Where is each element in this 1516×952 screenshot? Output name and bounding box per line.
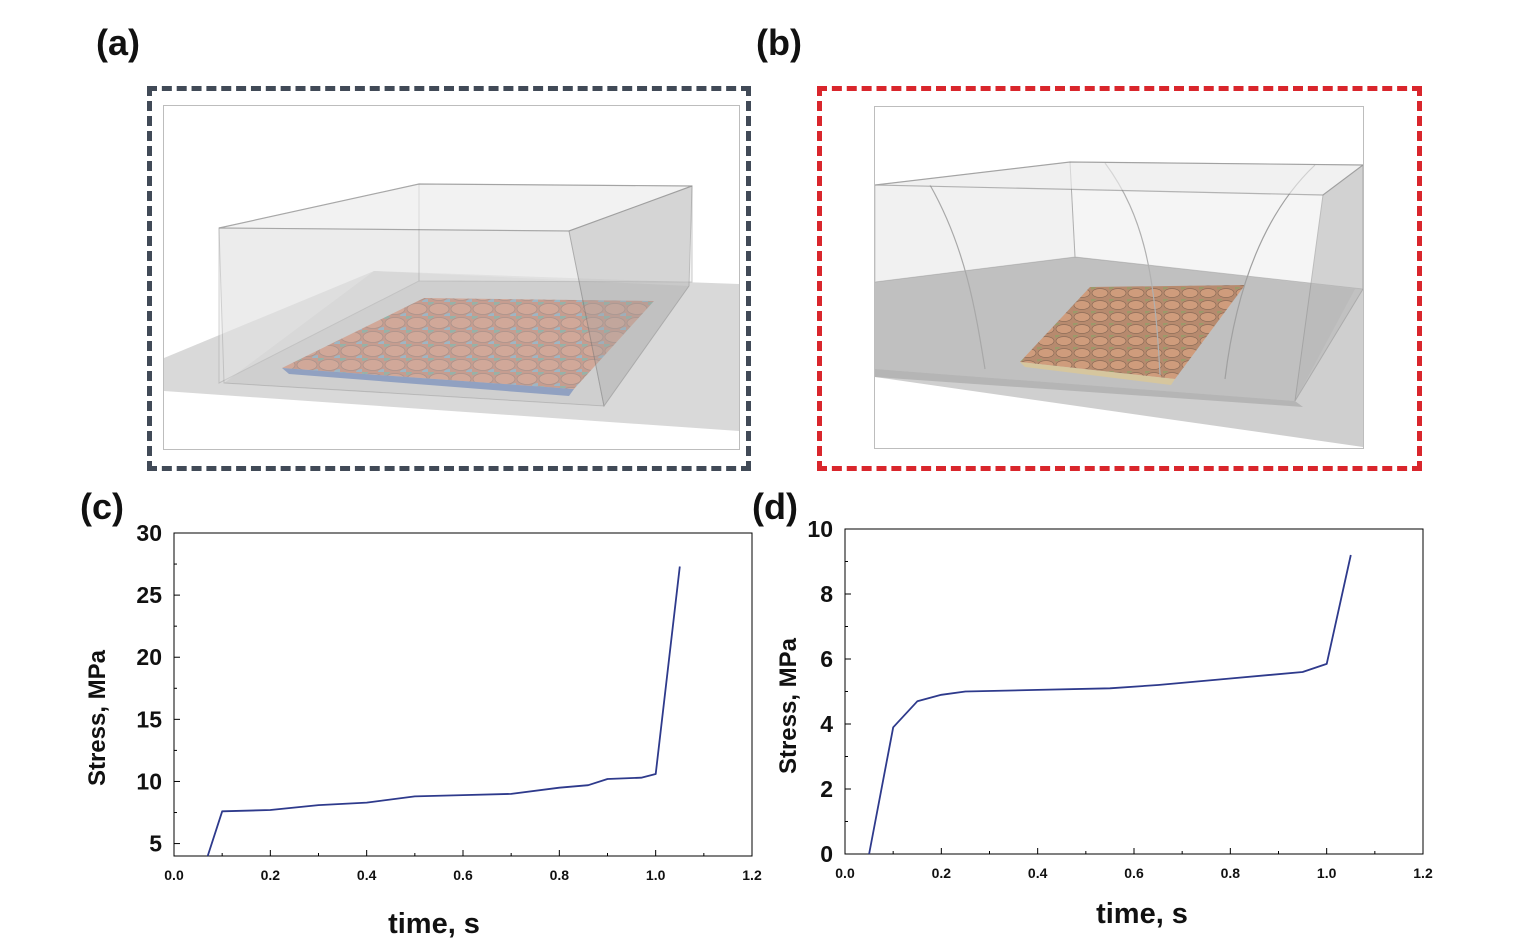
panel-label-d: (d) — [752, 486, 798, 527]
x-tick-label: 0.0 — [164, 867, 184, 883]
x-tick-label: 0.8 — [550, 867, 570, 883]
x-tick-label: 1.0 — [646, 867, 666, 883]
particle-sheet — [282, 298, 654, 389]
chart-c-xlabel: time, s — [388, 908, 480, 940]
x-tick-label: 1.0 — [1317, 865, 1337, 881]
panel-a-frame — [147, 86, 751, 471]
y-tick-label: 10 — [807, 516, 833, 542]
panel-label-a: (a) — [96, 22, 140, 63]
plot-area-frame — [844, 528, 1424, 855]
y-tick-label: 5 — [149, 831, 162, 857]
y-tick-label: 8 — [820, 581, 833, 607]
x-tick-label: 0.4 — [1028, 865, 1048, 881]
panel-label-c: (c) — [80, 486, 124, 527]
x-tick-label: 0.2 — [932, 865, 952, 881]
x-tick-label: 0.4 — [357, 867, 377, 883]
y-tick-label: 30 — [136, 520, 162, 546]
y-tick-label: 6 — [820, 646, 833, 672]
panel-label-b: (b) — [756, 22, 802, 63]
y-tick-label: 10 — [136, 768, 162, 794]
panel-b-frame — [817, 86, 1422, 471]
x-tick-label: 0.0 — [835, 865, 855, 881]
x-tick-label: 0.8 — [1221, 865, 1241, 881]
panel-a-simulation-render — [163, 105, 740, 450]
y-tick-label: 0 — [820, 841, 833, 867]
x-tick-label: 0.2 — [261, 867, 281, 883]
y-tick-label: 2 — [820, 776, 833, 802]
series-line-stress — [206, 566, 681, 857]
particle-strip — [1020, 285, 1245, 379]
x-tick-label: 0.6 — [453, 867, 473, 883]
y-tick-label: 20 — [136, 644, 162, 670]
x-tick-label: 1.2 — [1413, 865, 1433, 881]
y-tick-label: 4 — [820, 711, 833, 737]
x-tick-label: 1.2 — [742, 867, 762, 883]
y-tick-label: 15 — [136, 706, 162, 732]
chart-d-xlabel: time, s — [1096, 898, 1188, 930]
y-tick-label: 25 — [136, 582, 162, 608]
series-line-stress — [868, 554, 1352, 855]
panel-b-simulation-render — [874, 106, 1364, 449]
x-tick-label: 0.6 — [1124, 865, 1144, 881]
